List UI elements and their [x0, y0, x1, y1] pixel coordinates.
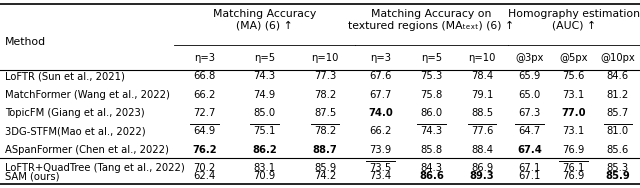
Text: 66.8: 66.8 — [193, 71, 216, 81]
Text: 86.0: 86.0 — [420, 108, 442, 118]
Text: 85.9: 85.9 — [605, 171, 630, 181]
Text: 75.6: 75.6 — [563, 71, 585, 81]
Text: 77.3: 77.3 — [314, 71, 336, 81]
Text: 67.4: 67.4 — [517, 145, 542, 155]
Text: 76.9: 76.9 — [563, 145, 585, 155]
Text: η=5: η=5 — [254, 53, 275, 63]
Text: 85.0: 85.0 — [253, 108, 276, 118]
Text: 66.2: 66.2 — [193, 89, 216, 100]
Text: LoFTR (Sun et al., 2021): LoFTR (Sun et al., 2021) — [5, 71, 125, 81]
Text: 73.1: 73.1 — [563, 89, 585, 100]
Text: η=10: η=10 — [468, 53, 496, 63]
Text: 72.7: 72.7 — [193, 108, 216, 118]
Text: Homography estimation
(AUC) ↑: Homography estimation (AUC) ↑ — [508, 9, 640, 30]
Text: 86.6: 86.6 — [419, 171, 444, 181]
Text: 73.5: 73.5 — [369, 163, 392, 173]
Text: @3px: @3px — [515, 53, 544, 63]
Text: 86.2: 86.2 — [252, 145, 277, 155]
Text: 67.7: 67.7 — [369, 89, 392, 100]
Text: 65.0: 65.0 — [518, 89, 541, 100]
Text: 77.6: 77.6 — [471, 126, 493, 136]
Text: 81.0: 81.0 — [607, 126, 629, 136]
Text: 85.6: 85.6 — [607, 145, 629, 155]
Text: 76.1: 76.1 — [563, 163, 585, 173]
Text: 88.4: 88.4 — [471, 145, 493, 155]
Text: η=3: η=3 — [194, 53, 215, 63]
Text: 78.2: 78.2 — [314, 89, 336, 100]
Text: η=3: η=3 — [370, 53, 391, 63]
Text: 86.9: 86.9 — [471, 163, 493, 173]
Text: MatchFormer (Wang et al., 2022): MatchFormer (Wang et al., 2022) — [5, 89, 170, 100]
Text: 74.0: 74.0 — [368, 108, 393, 118]
Text: 74.3: 74.3 — [420, 126, 442, 136]
Text: 67.1: 67.1 — [518, 171, 541, 181]
Text: 74.9: 74.9 — [253, 89, 276, 100]
Text: 73.9: 73.9 — [369, 145, 392, 155]
Text: 65.9: 65.9 — [518, 71, 541, 81]
Text: 87.5: 87.5 — [314, 108, 336, 118]
Text: LoFTR+QuadTree (Tang et al., 2022): LoFTR+QuadTree (Tang et al., 2022) — [5, 163, 185, 173]
Text: 81.2: 81.2 — [607, 89, 629, 100]
Text: 75.8: 75.8 — [420, 89, 442, 100]
Text: 79.1: 79.1 — [471, 89, 493, 100]
Text: 66.2: 66.2 — [369, 126, 392, 136]
Text: 89.3: 89.3 — [470, 171, 495, 181]
Text: 70.2: 70.2 — [193, 163, 216, 173]
Text: Matching Accuracy
(MA) (6) ↑: Matching Accuracy (MA) (6) ↑ — [213, 9, 316, 30]
Text: 84.6: 84.6 — [607, 71, 629, 81]
Text: SAM (ours): SAM (ours) — [5, 171, 60, 181]
Text: 85.9: 85.9 — [314, 163, 336, 173]
Text: 88.5: 88.5 — [471, 108, 493, 118]
Text: Method: Method — [5, 37, 46, 47]
Text: 64.9: 64.9 — [193, 126, 216, 136]
Text: 78.2: 78.2 — [314, 126, 336, 136]
Text: 67.6: 67.6 — [369, 71, 392, 81]
Text: 85.3: 85.3 — [607, 163, 629, 173]
Text: 76.9: 76.9 — [563, 171, 585, 181]
Text: η=5: η=5 — [420, 53, 442, 63]
Text: 77.0: 77.0 — [561, 108, 586, 118]
Text: 67.1: 67.1 — [518, 163, 541, 173]
Text: 73.1: 73.1 — [563, 126, 585, 136]
Text: 85.7: 85.7 — [607, 108, 629, 118]
Text: 74.2: 74.2 — [314, 171, 336, 181]
Text: 88.7: 88.7 — [312, 145, 337, 155]
Text: 67.3: 67.3 — [518, 108, 541, 118]
Text: 83.1: 83.1 — [253, 163, 276, 173]
Text: 3DG-STFM(Mao et al., 2022): 3DG-STFM(Mao et al., 2022) — [5, 126, 146, 136]
Text: 84.3: 84.3 — [420, 163, 442, 173]
Text: TopicFM (Giang et al., 2023): TopicFM (Giang et al., 2023) — [5, 108, 145, 118]
Text: 73.4: 73.4 — [369, 171, 392, 181]
Text: η=10: η=10 — [311, 53, 339, 63]
Text: ASpanFormer (Chen et al., 2022): ASpanFormer (Chen et al., 2022) — [5, 145, 169, 155]
Text: 78.4: 78.4 — [471, 71, 493, 81]
Text: @10px: @10px — [600, 53, 636, 63]
Text: 75.3: 75.3 — [420, 71, 442, 81]
Text: 76.2: 76.2 — [192, 145, 216, 155]
Text: @5px: @5px — [559, 53, 588, 63]
Text: 75.1: 75.1 — [253, 126, 276, 136]
Text: 74.3: 74.3 — [253, 71, 276, 81]
Text: 62.4: 62.4 — [193, 171, 216, 181]
Text: 85.8: 85.8 — [420, 145, 442, 155]
Text: Matching Accuracy on
textured regions (MAₜₑₓₜ) (6) ↑: Matching Accuracy on textured regions (M… — [348, 9, 515, 31]
Text: 64.7: 64.7 — [518, 126, 541, 136]
Text: 70.9: 70.9 — [253, 171, 276, 181]
